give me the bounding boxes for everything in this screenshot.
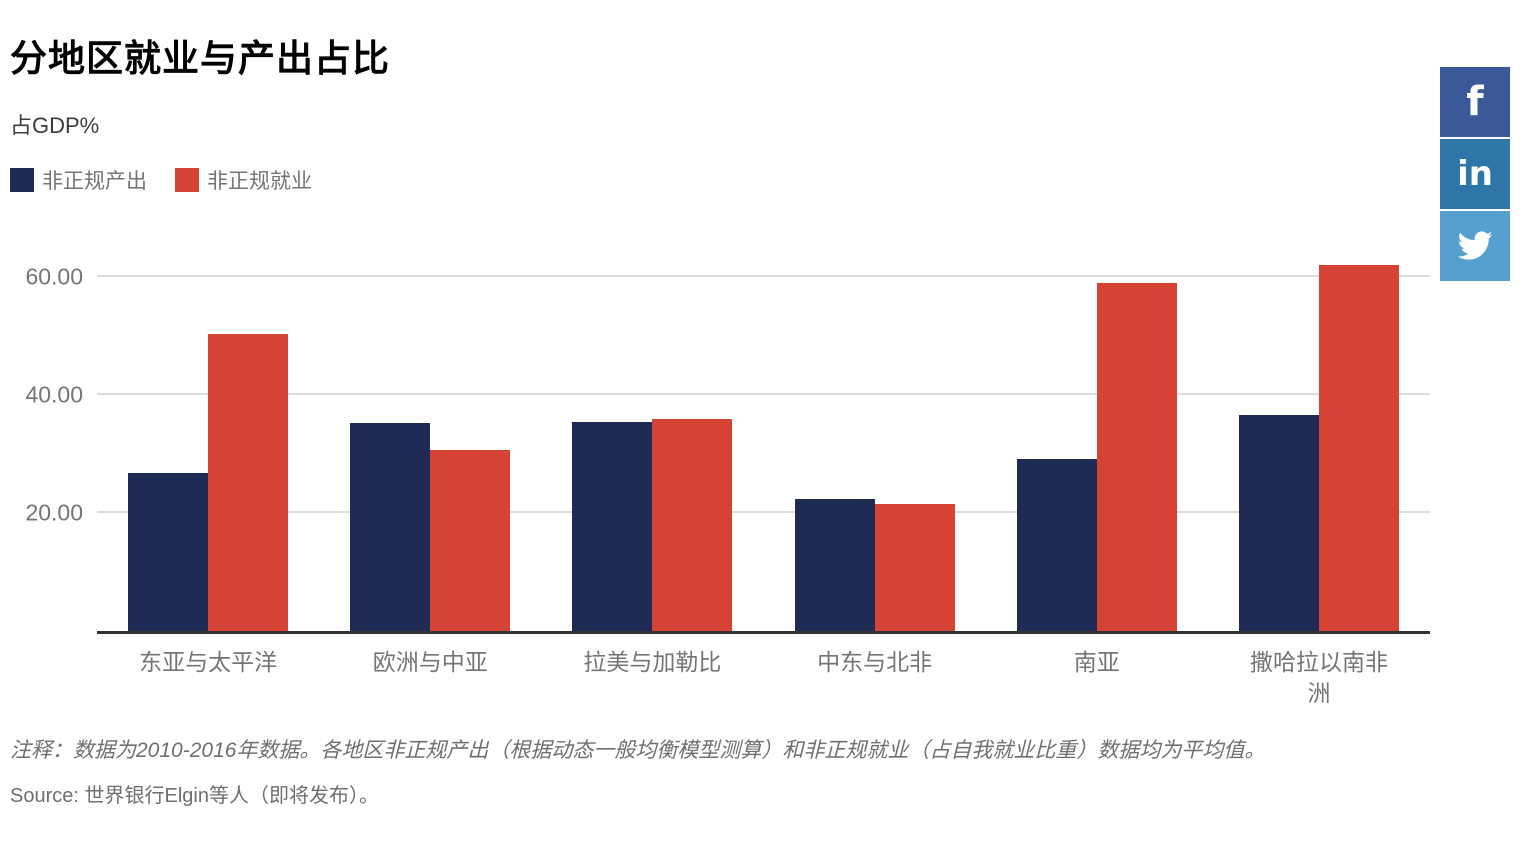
chart-title: 分地区就业与产出占比 — [10, 38, 390, 79]
x-axis-labels: 东亚与太平洋 欧洲与中亚 拉美与加勒比 中东与北非 南亚 撒哈拉以南非洲 — [97, 634, 1430, 709]
gridline — [97, 392, 1430, 395]
twitter-share-button[interactable] — [1440, 211, 1510, 281]
bar-group — [986, 250, 1208, 632]
linkedin-share-button[interactable]: in — [1440, 139, 1510, 209]
plot-area: 20.00 40.00 60.00 — [25, 250, 1430, 635]
x-axis-label-cell: 东亚与太平洋 — [97, 647, 319, 709]
x-axis-label: 撒哈拉以南非洲 — [1249, 649, 1388, 707]
bar-group — [541, 250, 763, 632]
y-axis-tick-label: 40.00 — [25, 381, 83, 408]
bar-informal-employment — [874, 503, 955, 632]
x-axis-label-cell: 撒哈拉以南非洲 — [1208, 647, 1430, 709]
bar-informal-employment — [208, 334, 289, 632]
twitter-icon — [1456, 227, 1494, 265]
x-axis-label-cell: 拉美与加勒比 — [541, 647, 763, 709]
bar-informal-output — [128, 472, 209, 632]
x-axis-label-cell: 欧洲与中亚 — [319, 647, 541, 709]
legend-item-informal-output[interactable]: 非正规产出 — [10, 165, 147, 195]
x-axis-label-cell: 中东与北非 — [764, 647, 986, 709]
facebook-share-button[interactable]: f — [1440, 67, 1510, 137]
legend-swatch-informal-employment — [175, 167, 199, 192]
bar-group — [319, 250, 541, 632]
legend-swatch-informal-output — [10, 167, 34, 192]
bar-informal-employment — [1318, 264, 1399, 632]
y-axis-tick-label: 20.00 — [25, 499, 83, 526]
bar-group — [764, 250, 986, 632]
chart-note: 注释：数据为2010-2016年数据。各地区非正规产出（根据动态一般均衡模型测算… — [10, 739, 1266, 763]
bar-informal-output — [794, 498, 875, 632]
linkedin-icon: in — [1457, 154, 1493, 194]
bar-informal-employment — [1096, 283, 1177, 632]
x-axis-label-cell: 南亚 — [986, 647, 1208, 709]
legend-item-informal-employment[interactable]: 非正规就业 — [175, 165, 312, 195]
x-axis-label: 东亚与太平洋 — [139, 649, 278, 676]
bars-layer — [97, 250, 1430, 632]
y-axis-tick-label: 60.00 — [25, 263, 83, 290]
chart-subtitle: 占GDP% — [10, 113, 100, 139]
bar-informal-employment — [430, 450, 511, 632]
bar-group — [97, 250, 319, 632]
gridline — [97, 511, 1430, 514]
x-axis-label: 中东与北非 — [817, 649, 933, 676]
legend-label-informal-output: 非正规产出 — [42, 169, 147, 193]
x-axis-label: 拉美与加勒比 — [583, 649, 722, 676]
bar-informal-employment — [652, 419, 733, 632]
legend-label-informal-employment: 非正规就业 — [207, 169, 312, 193]
x-axis-label: 欧洲与中亚 — [372, 649, 488, 676]
bar-informal-output — [572, 421, 653, 632]
chart-source: Source: 世界银行Elgin等人（即将发布）。 — [10, 784, 379, 807]
bar-informal-output — [1238, 415, 1319, 632]
bar-group — [1208, 250, 1430, 632]
gridline — [97, 274, 1430, 277]
legend: 非正规产出 非正规就业 — [10, 165, 1510, 195]
page: f in 分地区就业与产出占比 占GDP% 非正规产出 非正规就业 20.00 4… — [0, 36, 1520, 858]
bar-chart: 20.00 40.00 60.00 — [25, 250, 1430, 635]
bar-informal-output — [350, 423, 431, 632]
social-share-bar: f in — [1440, 67, 1510, 283]
bar-informal-output — [1016, 458, 1097, 632]
facebook-icon: f — [1466, 79, 1484, 125]
x-axis-label: 南亚 — [1073, 649, 1120, 676]
